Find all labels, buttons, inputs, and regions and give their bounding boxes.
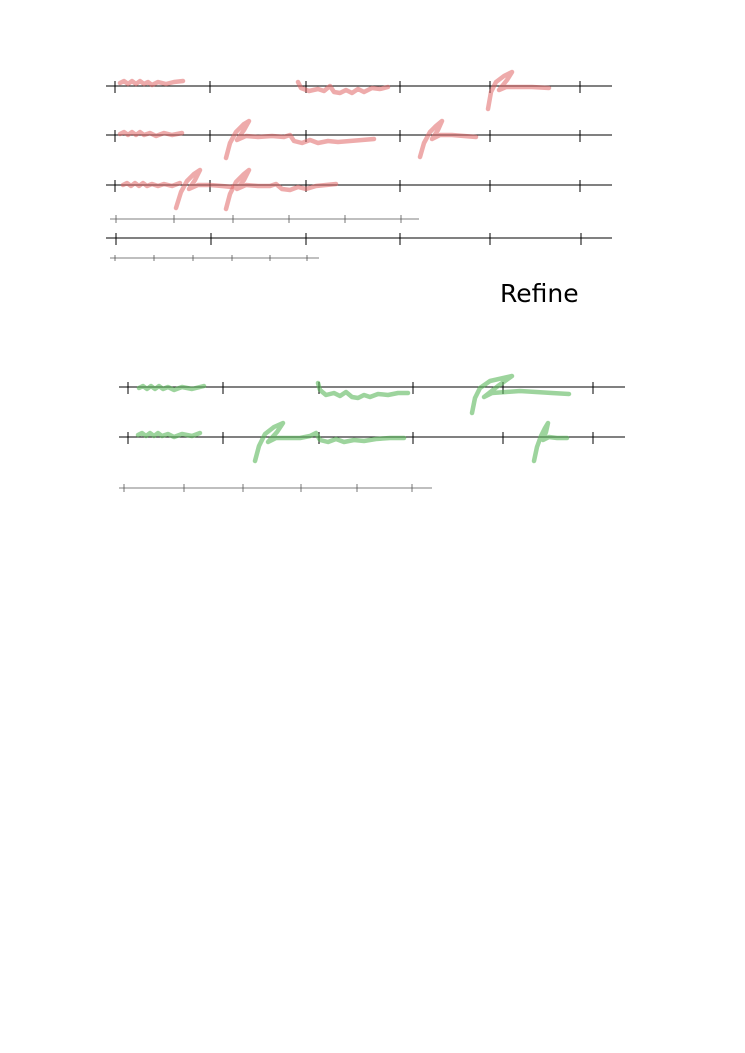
after-group <box>119 373 625 492</box>
handwriting-stroke <box>223 118 377 161</box>
before-row-3 <box>106 167 612 212</box>
after-scale-bar <box>119 484 432 492</box>
handwriting-stroke <box>315 380 411 401</box>
handwriting-stroke <box>173 167 235 211</box>
handwriting-stroke <box>469 373 572 416</box>
handwriting-stroke <box>295 79 391 96</box>
before-scale-bar-short <box>110 255 319 261</box>
handwriting-stroke <box>135 430 203 440</box>
handwriting-stroke <box>252 420 407 464</box>
refine-label: Refine <box>500 279 579 308</box>
handwriting-stroke <box>223 167 339 212</box>
before-row-2 <box>106 118 612 161</box>
handwriting-stroke <box>117 78 186 88</box>
before-group <box>106 69 612 261</box>
after-row-2 <box>119 420 625 464</box>
handwriting-stroke <box>117 129 185 139</box>
before-row-1 <box>106 69 612 112</box>
handwriting-stroke <box>485 69 552 112</box>
after-row-1 <box>119 373 625 416</box>
handwriting-stroke <box>120 180 183 189</box>
handwriting-stroke <box>417 118 479 160</box>
before-row-4 <box>106 233 612 245</box>
handwriting-stroke <box>136 383 207 393</box>
before-scale-bar-long <box>110 215 419 223</box>
handwriting-stroke <box>531 420 570 464</box>
